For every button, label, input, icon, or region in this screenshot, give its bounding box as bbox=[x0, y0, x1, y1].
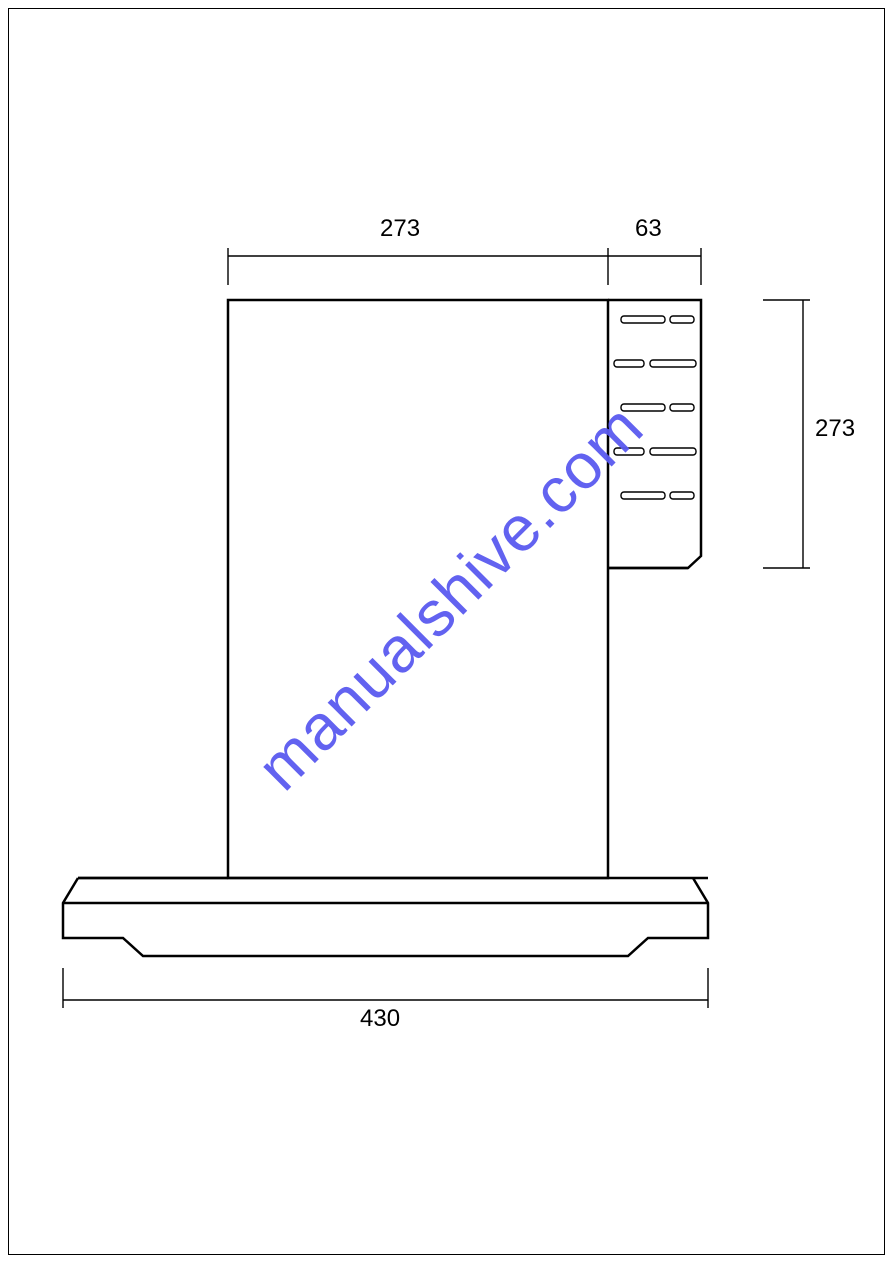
technical-drawing-svg bbox=[8, 8, 885, 1255]
dim-top-right: 63 bbox=[635, 215, 662, 243]
drawing-canvas bbox=[8, 8, 885, 1255]
dim-top-left: 273 bbox=[380, 215, 420, 243]
vent-slots bbox=[614, 316, 696, 499]
dim-right: 273 bbox=[815, 415, 855, 443]
page: manualshive.com 273 63 273 430 bbox=[0, 0, 893, 1263]
dim-bottom: 430 bbox=[360, 1005, 400, 1033]
